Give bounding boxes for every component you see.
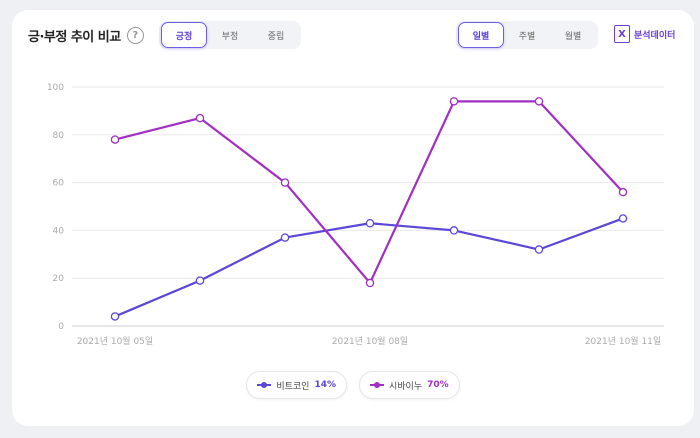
series-line — [114, 217, 624, 318]
data-point — [449, 226, 459, 235]
data-point — [280, 178, 290, 187]
tab-weekly[interactable]: 주별 — [518, 31, 536, 42]
legend-item[interactable]: 시바이누 70% — [359, 371, 460, 399]
data-point — [365, 218, 375, 228]
data-point — [534, 97, 544, 106]
data-point — [618, 214, 628, 223]
export-data-label: 분석데이터 — [634, 30, 676, 41]
data-point — [195, 113, 205, 123]
export-data-button[interactable]: X 분석데이터 — [614, 25, 675, 43]
tab-negative[interactable]: 부정 — [221, 31, 239, 42]
data-point — [110, 135, 120, 144]
legend-label: 비트코인 — [276, 381, 310, 392]
y-tick-label: 60 — [53, 179, 65, 189]
legend-label: 시바이누 — [389, 381, 423, 392]
legend-swatch — [257, 381, 272, 389]
period-tabs: 일별 주별 월별 — [456, 21, 598, 49]
tab-monthly[interactable]: 월별 — [564, 31, 582, 42]
chart-title: 긍·부정 추이 비교 — [28, 30, 121, 45]
data-point — [110, 312, 120, 321]
y-tick-label: 100 — [47, 83, 64, 93]
question-circle-icon[interactable]: ? — [126, 27, 144, 44]
data-point — [365, 278, 375, 288]
tab-daily[interactable]: 일별 — [458, 22, 504, 48]
legend-percent: 70% — [427, 380, 449, 390]
series-line — [114, 100, 624, 285]
title-group: 긍·부정 추이 비교 ? — [28, 26, 144, 45]
data-point — [280, 233, 290, 242]
y-tick-label: 20 — [53, 274, 65, 284]
tab-neutral[interactable]: 중립 — [267, 31, 285, 42]
chart-legend: 비트코인 14% 시바이누 70% — [12, 371, 694, 399]
y-tick-label: 80 — [53, 131, 65, 141]
legend-swatch — [370, 381, 384, 389]
data-point — [618, 187, 628, 197]
y-tick-label: 0 — [58, 322, 64, 332]
x-tick-label: 2021년 10월 05일 — [77, 335, 153, 347]
data-point — [195, 276, 205, 285]
data-point — [449, 97, 459, 106]
data-point — [534, 245, 544, 254]
chart-card: 긍·부정 추이 비교 ? 긍정 부정 중립 일별 주별 월별 X 분석데이터 0… — [12, 10, 694, 426]
excel-icon: X — [614, 25, 630, 43]
sentiment-tabs: 긍정 부정 중립 — [159, 21, 301, 49]
legend-percent: 14% — [314, 380, 336, 390]
tab-positive[interactable]: 긍정 — [161, 22, 207, 48]
x-tick-label: 2021년 10월 08일 — [332, 335, 408, 347]
y-tick-label: 40 — [53, 226, 65, 236]
line-chart: 0 20 40 60 80 100 2021년 10월 05일 2021년 10월 08일 20… — [47, 83, 664, 347]
x-tick-label: 2021년 10월 11일 — [585, 335, 661, 347]
legend-item[interactable]: 비트코인 14% — [246, 371, 347, 399]
